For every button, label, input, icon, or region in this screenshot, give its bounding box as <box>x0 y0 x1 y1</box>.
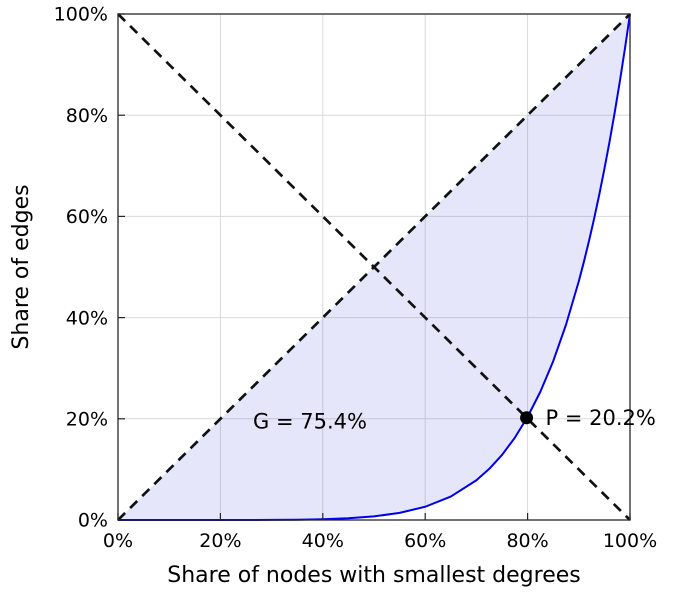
x-tick-label: 60% <box>404 530 446 552</box>
y-tick-label: 60% <box>66 206 108 228</box>
x-tick-label: 0% <box>103 530 133 552</box>
point-P-marker <box>520 411 534 425</box>
y-tick-label: 40% <box>66 307 108 329</box>
y-tick-label: 0% <box>78 510 108 532</box>
plot-generated-layer: G = 75.4% P = 20.2% 0% 20% 40% 60% 80% 100% 0% 20… <box>54 4 657 552</box>
y-tick-label: 80% <box>66 105 108 127</box>
y-tick-label: 100% <box>54 4 108 26</box>
x-tick-label: 80% <box>506 530 548 552</box>
y-axis-label: Share of edges <box>9 184 34 349</box>
plot-frame <box>117 13 631 521</box>
x-tick-label: 40% <box>302 530 344 552</box>
x-axis-label: Share of nodes with smallest degrees <box>167 563 580 588</box>
x-tick-label: 20% <box>199 530 241 552</box>
anti-diagonal-line <box>117 13 631 521</box>
annotation-gini: G = 75.4% <box>253 410 367 434</box>
y-tick-label: 20% <box>66 408 108 430</box>
annotation-p: P = 20.2% <box>546 406 656 430</box>
x-tick-label: 100% <box>603 530 657 552</box>
